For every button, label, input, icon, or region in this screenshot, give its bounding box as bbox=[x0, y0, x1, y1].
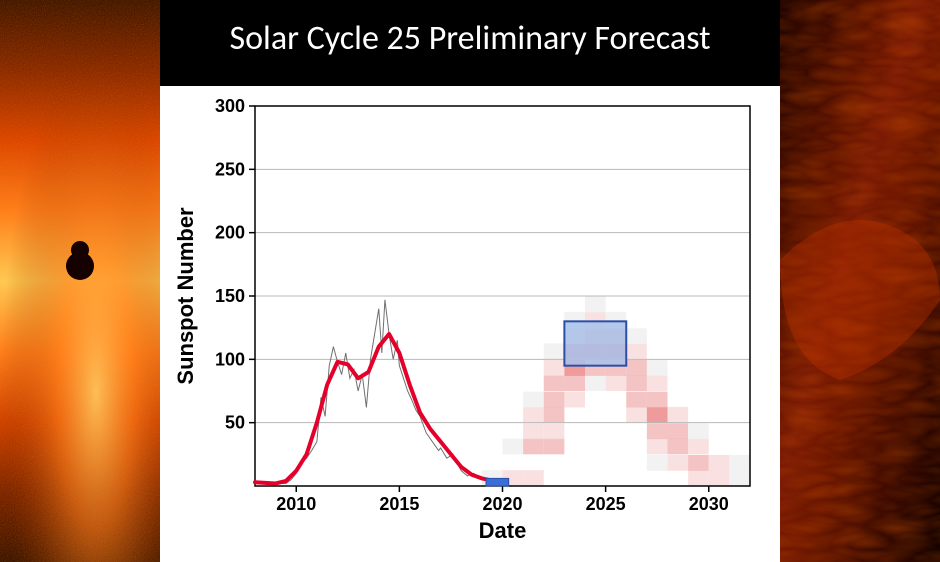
sun-image-left bbox=[0, 0, 160, 562]
chart-panel: 50 100 150 200 250 300 2010 2015 2020 2025 2030 Dat… bbox=[160, 86, 780, 562]
svg-text:250: 250 bbox=[215, 159, 245, 179]
svg-text:2015: 2015 bbox=[379, 494, 419, 514]
svg-text:300: 300 bbox=[215, 96, 245, 116]
page-title: Solar Cycle 25 Preliminary Forecast bbox=[160, 18, 780, 59]
svg-text:Sunspot Number: Sunspot Number bbox=[173, 207, 198, 385]
svg-text:150: 150 bbox=[215, 286, 245, 306]
stage: Solar Cycle 25 Preliminary Forecast 50 10… bbox=[0, 0, 940, 562]
svg-text:200: 200 bbox=[215, 223, 245, 243]
sun-image-right bbox=[780, 0, 940, 562]
svg-text:50: 50 bbox=[225, 413, 245, 433]
svg-text:2025: 2025 bbox=[586, 494, 626, 514]
svg-text:100: 100 bbox=[215, 349, 245, 369]
sunspot-chart: 50 100 150 200 250 300 2010 2015 2020 2025 2030 Dat… bbox=[160, 86, 780, 562]
svg-text:2030: 2030 bbox=[689, 494, 729, 514]
svg-text:2020: 2020 bbox=[482, 494, 522, 514]
svg-text:2010: 2010 bbox=[276, 494, 316, 514]
svg-text:Date: Date bbox=[479, 518, 527, 543]
